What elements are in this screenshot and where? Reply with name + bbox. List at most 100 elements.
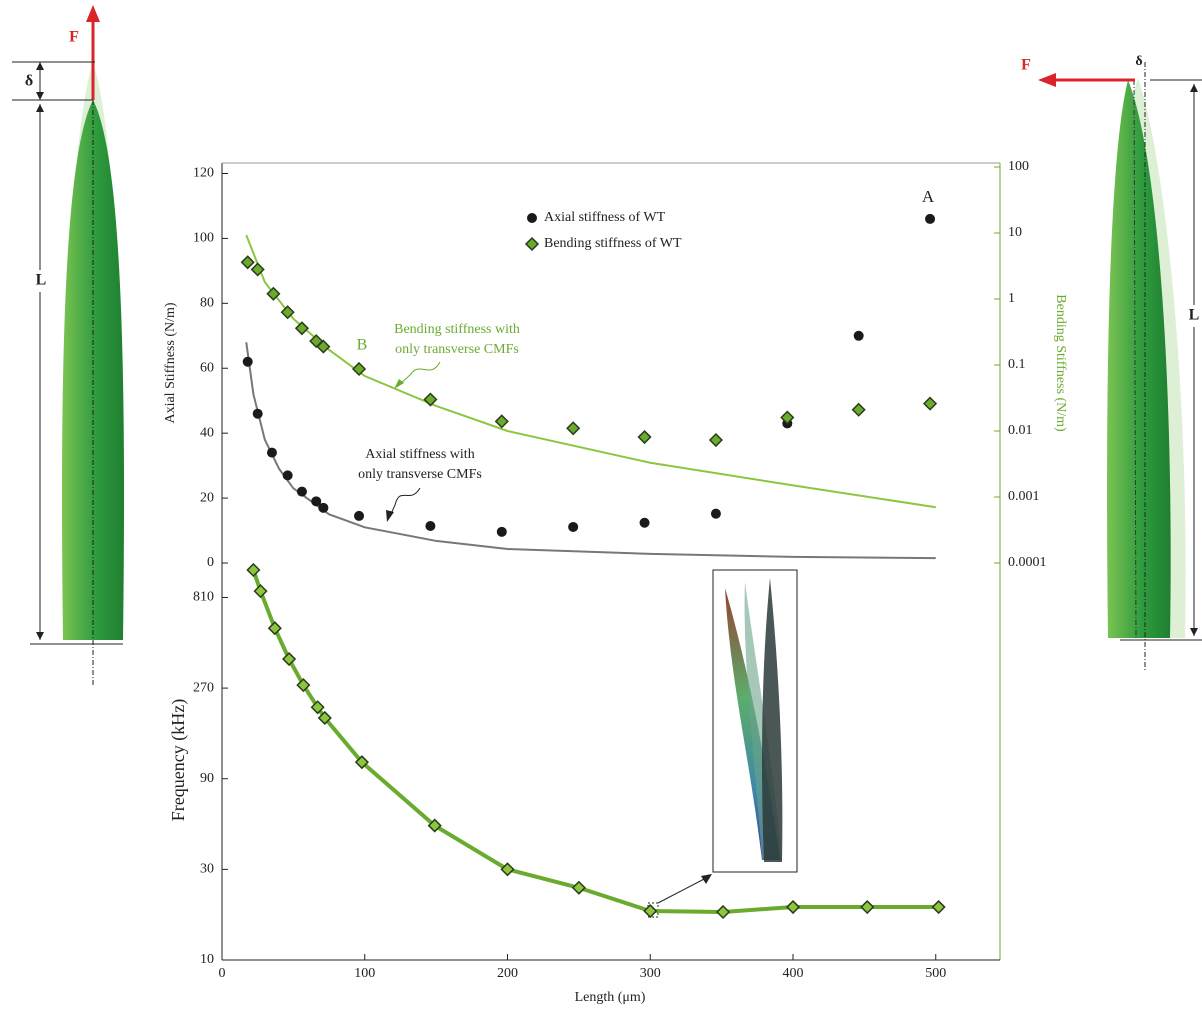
diamond-marker bbox=[851, 402, 866, 417]
delta-label: δ bbox=[1135, 54, 1142, 69]
diamond-marker bbox=[922, 396, 938, 411]
x-tick-label: 200 bbox=[497, 966, 518, 981]
diamond-marker bbox=[354, 755, 369, 770]
y2-axis-title: Bending Stiffness (N/m) bbox=[1053, 294, 1068, 432]
diamond-marker bbox=[316, 339, 331, 354]
delta-label: δ bbox=[25, 73, 33, 90]
line bbox=[245, 342, 936, 560]
y-tick-label: 810 bbox=[193, 590, 214, 605]
diamond-marker bbox=[296, 678, 311, 693]
diamond-marker bbox=[280, 305, 295, 320]
diamond-marker bbox=[931, 899, 946, 915]
diamond-marker bbox=[240, 255, 255, 270]
diamond-marker bbox=[246, 562, 261, 578]
dot-marker bbox=[296, 486, 307, 497]
diamond-marker bbox=[427, 818, 442, 833]
dot-marker bbox=[639, 517, 650, 528]
force-label: F bbox=[69, 29, 79, 46]
annotation-arrow bbox=[389, 487, 421, 517]
diamond-marker bbox=[423, 392, 438, 407]
dot-marker bbox=[311, 496, 322, 507]
y-tick-label: 20 bbox=[200, 490, 214, 505]
x-tick-label: 0 bbox=[219, 966, 226, 981]
annotation: B bbox=[357, 337, 368, 354]
dot-marker bbox=[282, 470, 293, 481]
y-tick-label: 60 bbox=[200, 360, 214, 375]
x-tick-label: 400 bbox=[783, 966, 804, 981]
y-tick-label: 10 bbox=[200, 952, 214, 967]
right-illustration bbox=[1038, 62, 1202, 672]
line bbox=[245, 234, 936, 509]
diamond-marker bbox=[780, 410, 795, 425]
force-label: F bbox=[1021, 57, 1031, 74]
mode-shape-inset bbox=[647, 569, 798, 918]
annotation: only transverse CMFs bbox=[395, 342, 519, 357]
y2-tick-label: 100 bbox=[1008, 159, 1029, 174]
y2-tick-label: 10 bbox=[1008, 225, 1022, 240]
diamond-marker bbox=[294, 321, 310, 336]
diamond-marker bbox=[351, 361, 367, 377]
y2-tick-label: 0.0001 bbox=[1008, 555, 1047, 570]
x-axis-title: Length (μm) bbox=[575, 990, 646, 1005]
x-tick-label: 500 bbox=[925, 966, 946, 981]
y2-tick-label: 0.001 bbox=[1008, 489, 1040, 504]
y-tick-label: 120 bbox=[193, 166, 214, 181]
diamond-marker bbox=[708, 432, 723, 448]
diamond-marker bbox=[310, 700, 325, 715]
diamond-marker bbox=[500, 862, 515, 877]
y-tick-label: 30 bbox=[200, 862, 214, 877]
diamond-marker bbox=[571, 880, 586, 895]
dot-marker bbox=[252, 408, 263, 419]
diamond-marker bbox=[785, 899, 801, 915]
diamond-marker bbox=[637, 429, 652, 445]
diamond-marker bbox=[494, 414, 509, 429]
diamond-marker bbox=[250, 262, 265, 277]
annotation: A bbox=[922, 187, 935, 206]
diamond-marker bbox=[317, 710, 332, 726]
diamond-marker bbox=[282, 651, 297, 667]
x-tick-label: 100 bbox=[354, 966, 375, 981]
diamond-marker bbox=[715, 904, 731, 920]
dot-marker bbox=[925, 213, 936, 224]
y2-tick-label: 0.1 bbox=[1008, 357, 1026, 372]
dot-marker bbox=[527, 213, 537, 223]
y-axis-title: Axial Stiffness (N/m) bbox=[163, 302, 178, 423]
diamond-marker bbox=[267, 621, 282, 636]
diamond-marker bbox=[566, 421, 581, 436]
dot-marker bbox=[496, 526, 507, 537]
annotation: Bending stiffness with bbox=[394, 322, 520, 337]
y-tick-label: 90 bbox=[200, 771, 214, 786]
dot-marker bbox=[266, 447, 277, 458]
diamond-marker bbox=[643, 903, 658, 919]
annotation: Axial stiffness with bbox=[365, 447, 474, 462]
dot-marker bbox=[318, 502, 329, 513]
y-tick-label: 40 bbox=[200, 425, 214, 440]
x-tick-label: 300 bbox=[640, 966, 661, 981]
y-axis-title: Frequency (kHz) bbox=[168, 699, 189, 821]
annotation-arrow bbox=[397, 361, 441, 387]
line bbox=[251, 569, 939, 914]
dot-marker bbox=[568, 521, 579, 532]
diamond-marker bbox=[266, 286, 281, 301]
dot-marker bbox=[853, 330, 864, 341]
dot-marker bbox=[425, 520, 436, 531]
y-tick-label: 100 bbox=[193, 231, 214, 246]
annotation-arrow bbox=[386, 510, 394, 522]
diamond-marker bbox=[524, 236, 540, 252]
dot-marker bbox=[242, 356, 253, 367]
legend-label: Axial stiffness of WT bbox=[544, 210, 666, 225]
annotation-arrow bbox=[394, 379, 404, 389]
annotation: only transverse CMFs bbox=[358, 467, 482, 482]
y2-tick-label: 1 bbox=[1008, 291, 1015, 306]
diamond-marker bbox=[253, 584, 268, 599]
dot-marker bbox=[710, 508, 721, 519]
y2-tick-label: 0.01 bbox=[1008, 423, 1033, 438]
y-tick-label: 80 bbox=[200, 296, 214, 311]
length-label: L bbox=[1189, 307, 1200, 324]
y-tick-label: 270 bbox=[193, 680, 214, 695]
dot-marker bbox=[354, 510, 365, 521]
y-tick-label: 0 bbox=[207, 555, 214, 570]
legend-label: Bending stiffness of WT bbox=[544, 236, 682, 251]
left-illustration bbox=[12, 5, 125, 685]
